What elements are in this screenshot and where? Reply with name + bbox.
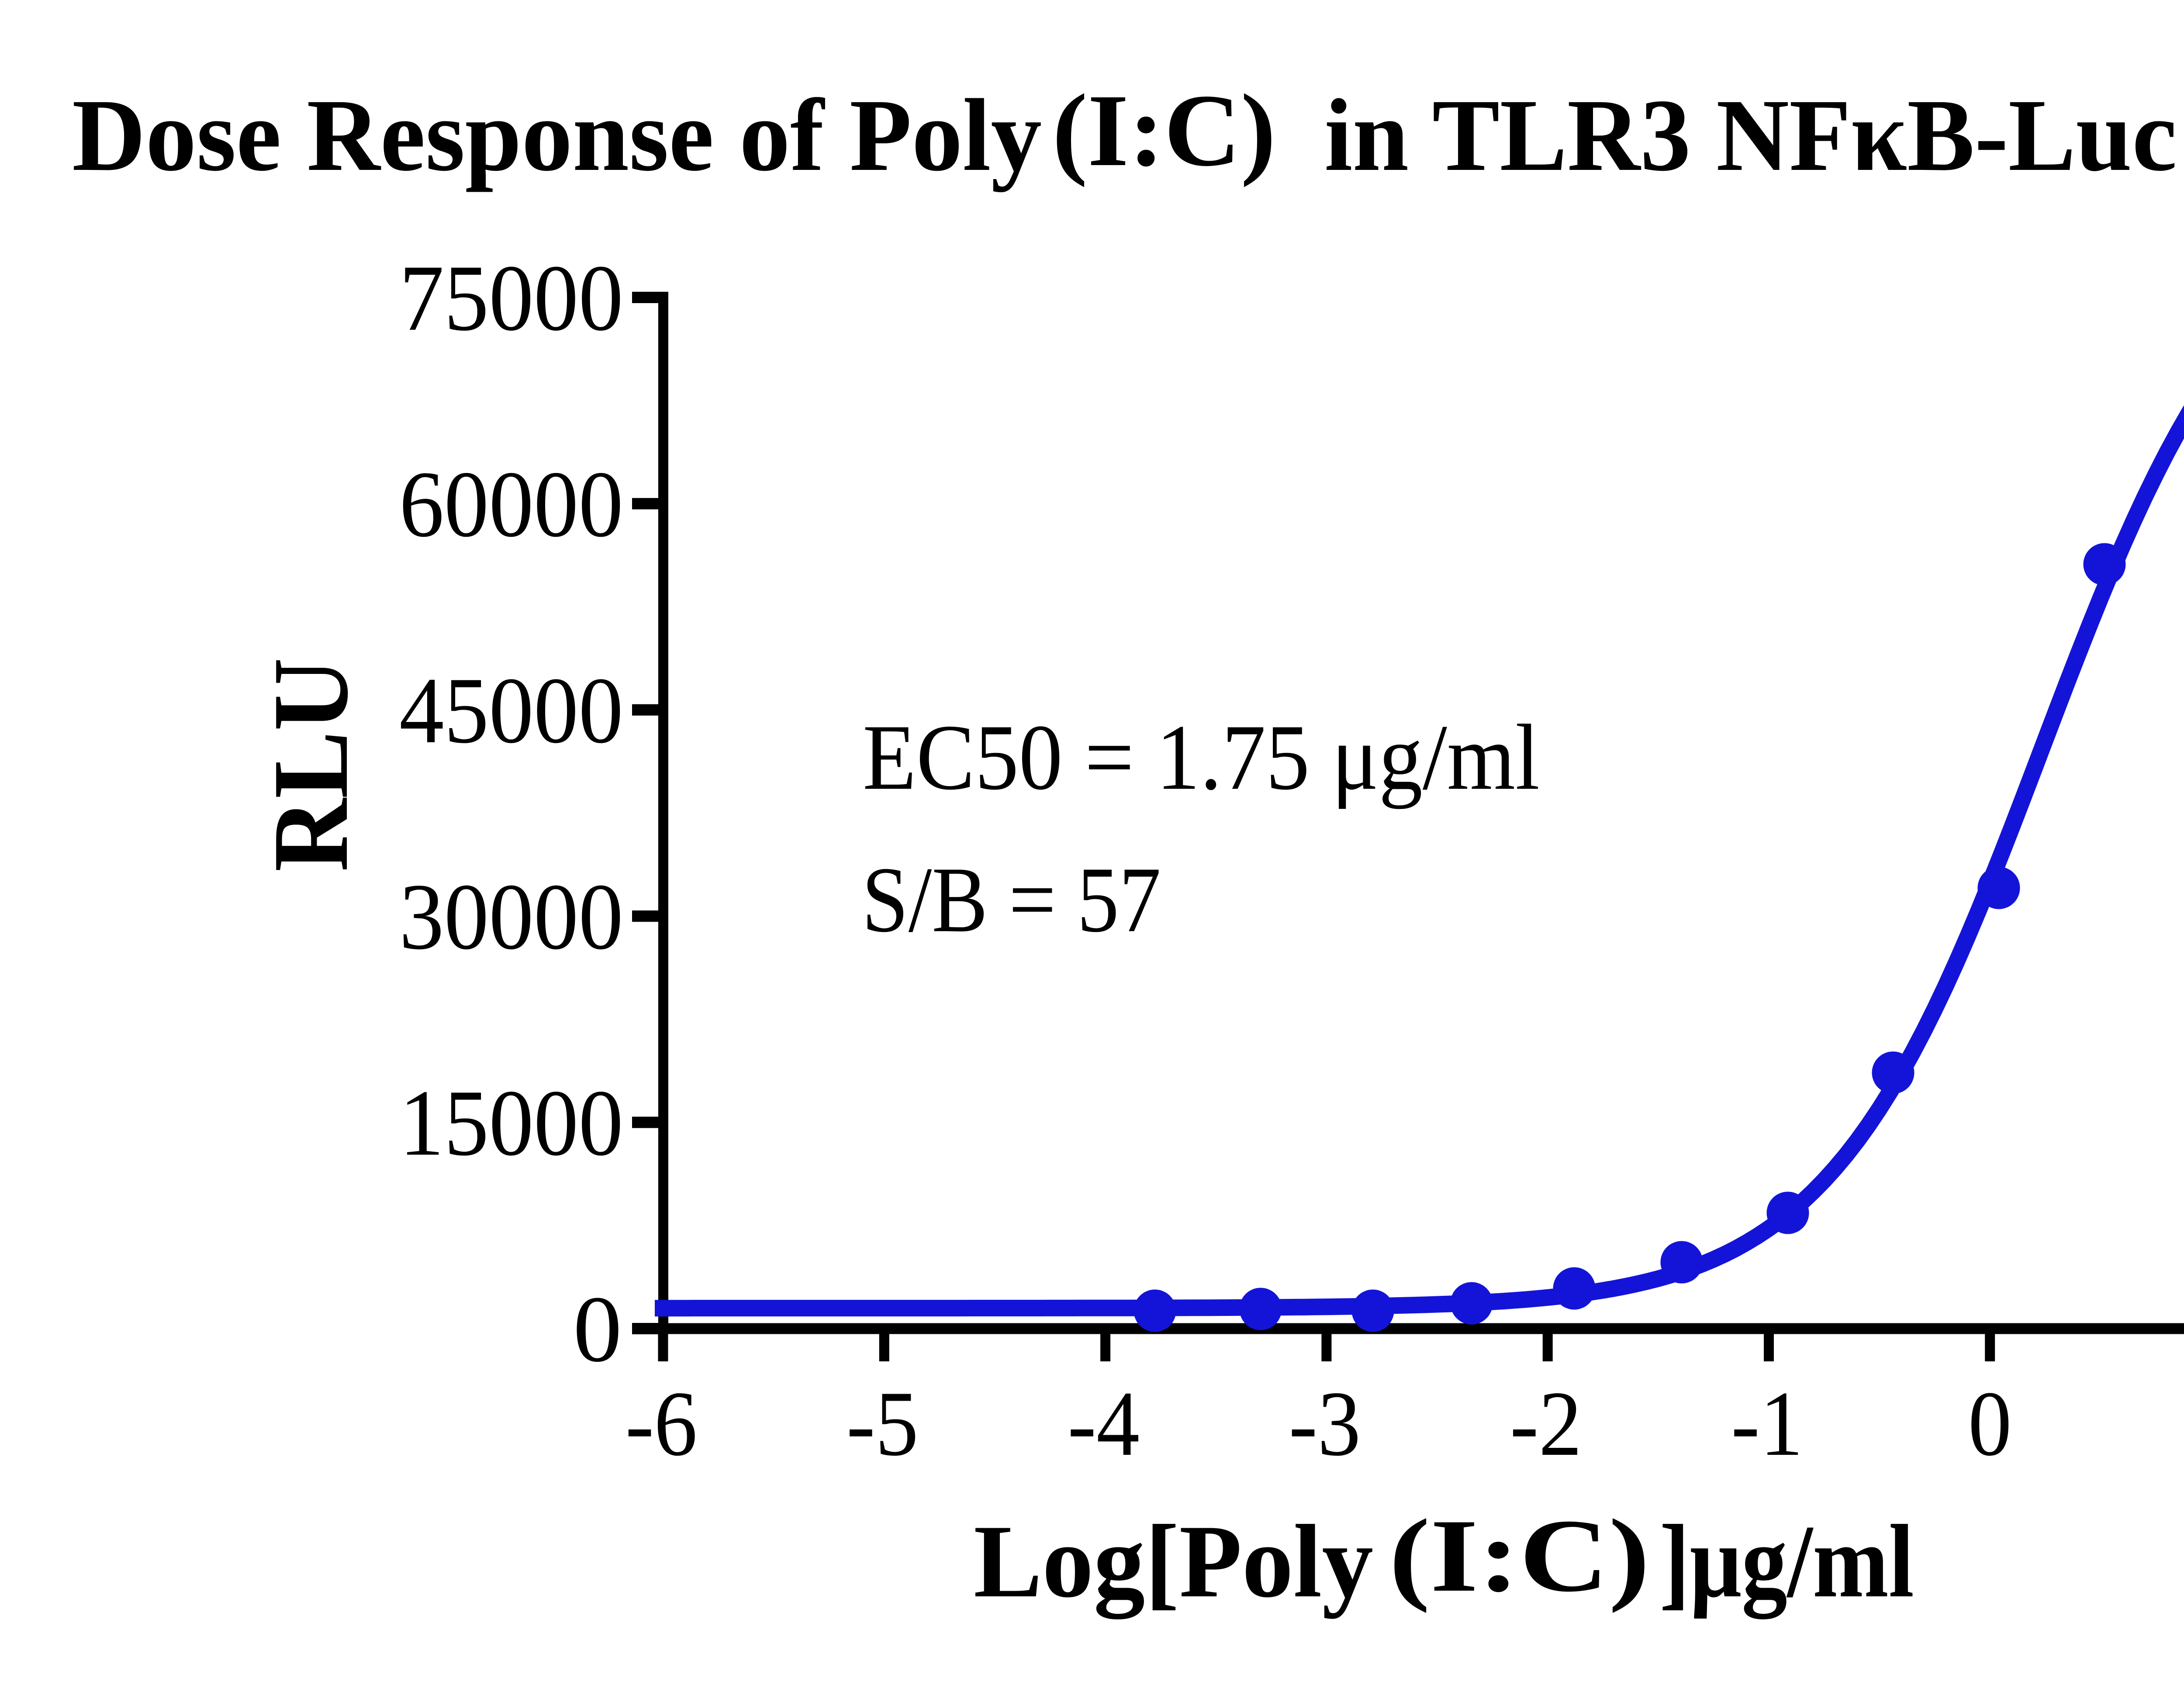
- svg-text:]μg/ml: ]μg/ml: [1659, 1503, 1914, 1619]
- svg-text:Log[Poly: Log[Poly: [974, 1503, 1373, 1619]
- svg-text:EC50 = 1.75 μg/ml: EC50 = 1.75 μg/ml: [863, 705, 1540, 809]
- svg-text:-5: -5: [847, 1372, 919, 1475]
- svg-text:(I:C): (I:C): [1389, 1498, 1650, 1613]
- svg-text:15000: 15000: [399, 1070, 623, 1175]
- svg-text:-4: -4: [1068, 1372, 1140, 1475]
- svg-text:60000: 60000: [399, 452, 623, 556]
- svg-text:S/B = 57: S/B = 57: [862, 847, 1161, 952]
- svg-text:-6: -6: [625, 1372, 698, 1475]
- svg-text:75000: 75000: [399, 245, 623, 350]
- svg-text:0: 0: [1968, 1372, 2012, 1475]
- svg-text:-3: -3: [1289, 1372, 1361, 1475]
- svg-text:Dose Response of Poly: Dose Response of Poly: [72, 78, 1042, 193]
- svg-text:in TLR3 NFκB-Luc HEK293: in TLR3 NFκB-Luc HEK293: [1324, 78, 2184, 193]
- svg-text:RLU: RLU: [251, 658, 370, 872]
- svg-text:30000: 30000: [399, 864, 623, 969]
- svg-text:-2: -2: [1510, 1372, 1582, 1475]
- svg-text:-1: -1: [1731, 1372, 1803, 1475]
- svg-text:45000: 45000: [399, 658, 623, 763]
- svg-text:(I:C): (I:C): [1052, 73, 1276, 188]
- svg-text:0: 0: [573, 1277, 622, 1381]
